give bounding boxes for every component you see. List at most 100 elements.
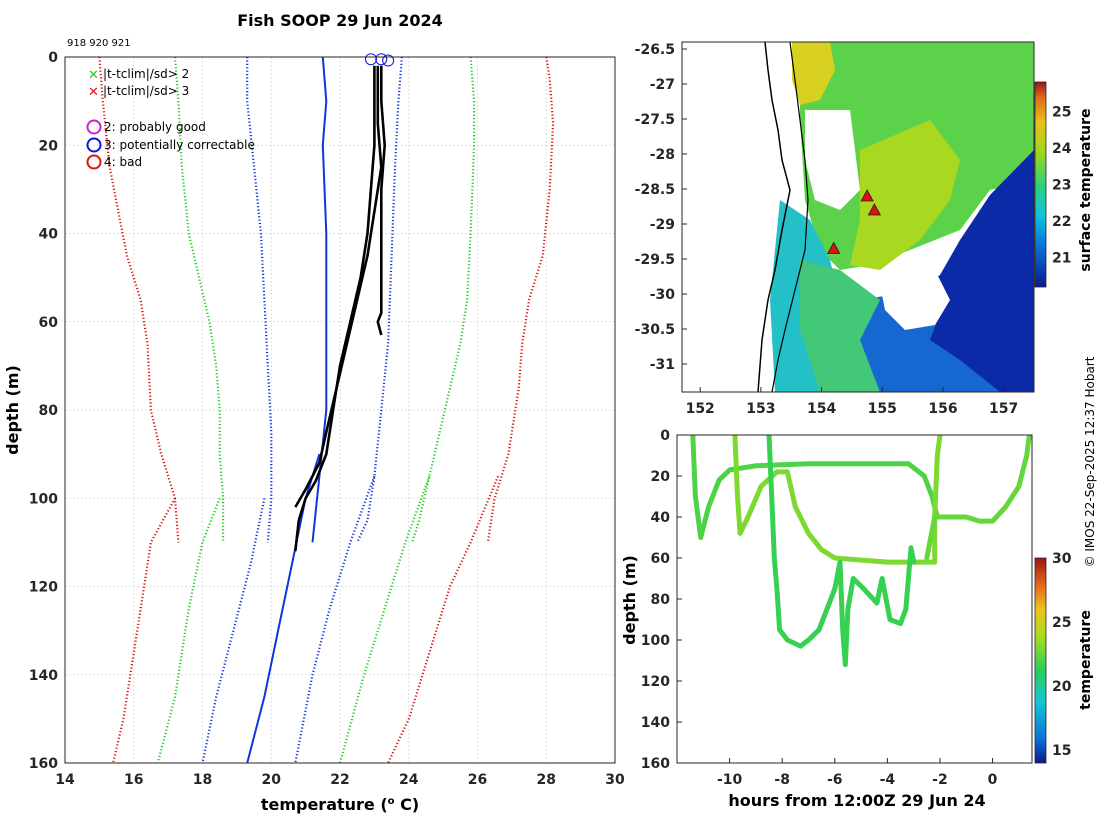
profile-x-tick-label: 26 (468, 772, 487, 788)
profile-series-line (156, 497, 221, 763)
profile-x-tick-label: 14 (55, 772, 75, 788)
profile-y-tick-label: 140 (29, 668, 58, 684)
map-y-tick-label: -30.5 (635, 322, 675, 338)
legend-label-flag3: 3: potentially correctable (104, 138, 255, 152)
map-y-tick-label: -31 (650, 357, 675, 373)
depth-time-x-label: hours from 12:00Z 29 Jun 24 (728, 791, 985, 810)
profile-x-ticks: 14 16 18 20 22 24 26 28 30 (55, 772, 625, 788)
dt-x-tick-label: -8 (774, 772, 790, 788)
map-colorbar (1034, 81, 1047, 288)
map-colorbar-tick-label: 23 (1052, 178, 1071, 194)
map-y-tick-label: -30 (650, 287, 676, 303)
temperature-colorbar-ticks: 15 20 25 30 (1052, 551, 1072, 759)
profile-series-line (173, 57, 225, 543)
dt-y-tick-label: 20 (651, 469, 671, 485)
temperature-colorbar-tick-label: 20 (1052, 679, 1072, 695)
profile-legend: ✕ |t-tclim|/sd> 2 ✕ |t-tclim|/sd> 3 2: p… (86, 67, 255, 170)
profile-series-line (294, 65, 383, 508)
profile-series-line (387, 475, 500, 763)
depth-time-y-ticks: 0 20 40 60 80 100 120 140 160 (641, 428, 682, 772)
temperature-colorbar (1034, 557, 1047, 764)
map-yellow-north (792, 42, 835, 105)
profile-y-tick-label: 60 (39, 315, 59, 331)
map-cloud-gap-2 (805, 110, 860, 210)
profile-y-tick-label: 160 (29, 756, 58, 772)
map-colorbar-tick-label: 21 (1052, 251, 1071, 267)
temperature-colorbar-tick-label: 15 (1052, 743, 1071, 759)
legend-x-green-icon: ✕ (88, 68, 99, 83)
map-colorbar-label: surface temperature (1078, 108, 1094, 271)
profile-y-tick-label: 80 (39, 403, 59, 419)
map-x-tick-label: 157 (989, 401, 1018, 417)
map-y-tick-label: -27.5 (635, 112, 675, 128)
map-x-tick-label: 153 (746, 401, 775, 417)
map-y-tick-label: -28.5 (635, 182, 675, 198)
map-profile-marker (867, 203, 882, 216)
profile-series-line (311, 57, 328, 543)
profile-flag-marker (382, 54, 395, 67)
map-colorbar-tick-label: 22 (1052, 214, 1071, 230)
legend-item-flag3: 3: potentially correctable (86, 137, 255, 153)
profile-grid (64, 56, 616, 764)
map-yellow-field (850, 120, 960, 270)
map-markers (827, 189, 882, 254)
depth-time-track (924, 435, 1032, 561)
map-colorbar-ticks: 21 22 23 24 25 (1052, 104, 1072, 266)
depth-time-track (732, 435, 943, 565)
dt-y-tick-label: 120 (641, 674, 670, 690)
profile-series (98, 57, 555, 763)
credit-text: © IMOS 22-Sep-2025 12:37 Hobart (1083, 356, 1097, 567)
profile-y-label: depth (m) (3, 365, 22, 455)
depth-time-track (690, 435, 940, 540)
profile-x-tick-label: 18 (193, 772, 212, 788)
map-y-tick-label: -29.5 (635, 252, 675, 268)
map-y-tick-label: -28 (650, 147, 675, 163)
map-coastline (757, 42, 791, 392)
map-y-ticks: -26.5 -27 -27.5 -28 -28.5 -29 -29.5 -30 -30.5 -31 (635, 42, 687, 373)
map-x-tick-label: 152 (686, 401, 715, 417)
depth-time-tracks (690, 435, 1032, 668)
profile-series-line (201, 498, 266, 763)
dt-x-tick-label: -2 (932, 772, 948, 788)
map-cloud-gap-1 (880, 270, 950, 330)
map-profile-marker (827, 241, 841, 254)
legend-item-flag2: 2: probably good (86, 119, 206, 135)
legend-label-3sd: |t-tclim|/sd> 3 (103, 84, 189, 98)
map-axes-box (681, 41, 1035, 393)
depth-time-track (766, 435, 917, 668)
sst-map (682, 42, 1034, 392)
profile-flag-marker (375, 53, 388, 66)
temperature-colorbar-label: temperature (1078, 610, 1094, 710)
dt-y-tick-label: 0 (660, 428, 670, 444)
profile-x-tick-label: 24 (399, 772, 419, 788)
map-colorbar-tick-label: 25 (1052, 104, 1071, 120)
dt-y-tick-label: 100 (641, 633, 670, 649)
legend-circle-blue-icon (86, 137, 102, 153)
profile-x-tick-label: 20 (262, 772, 282, 788)
map-y-tick-label: -29 (650, 217, 675, 233)
profile-series-line (411, 57, 476, 543)
legend-label-2sd: |t-tclim|/sd> 2 (103, 67, 189, 81)
legend-item-3sd: ✕ |t-tclim|/sd> 3 (88, 84, 189, 100)
profile-series-line (294, 65, 376, 552)
profile-y-tick-label: 20 (39, 138, 59, 154)
dt-x-tick-label: -6 (827, 772, 843, 788)
profile-series-line (338, 475, 431, 763)
profile-series-line (294, 475, 376, 763)
depth-time-y-label: depth (m) (620, 555, 639, 645)
legend-item-flag4: 4: bad (86, 154, 142, 170)
map-x-tick-label: 155 (868, 401, 897, 417)
dt-y-tick-label: 40 (651, 510, 671, 526)
legend-circle-magenta-icon (86, 119, 102, 135)
map-profile-marker (860, 189, 874, 202)
dt-y-tick-label: 140 (641, 715, 670, 731)
map-x-tick-label: 154 (807, 401, 836, 417)
profile-x-tick-label: 30 (605, 772, 625, 788)
dt-x-tick-label: 0 (988, 772, 998, 788)
legend-item-2sd: ✕ |t-tclim|/sd> 2 (88, 67, 189, 83)
profile-ids: 918 920 921 (67, 38, 131, 49)
map-blue-water (850, 290, 1000, 392)
depth-time-x-ticks: -10 -8 -6 -4 -2 0 (717, 758, 998, 788)
profile-y-tick-label: 100 (29, 491, 58, 507)
